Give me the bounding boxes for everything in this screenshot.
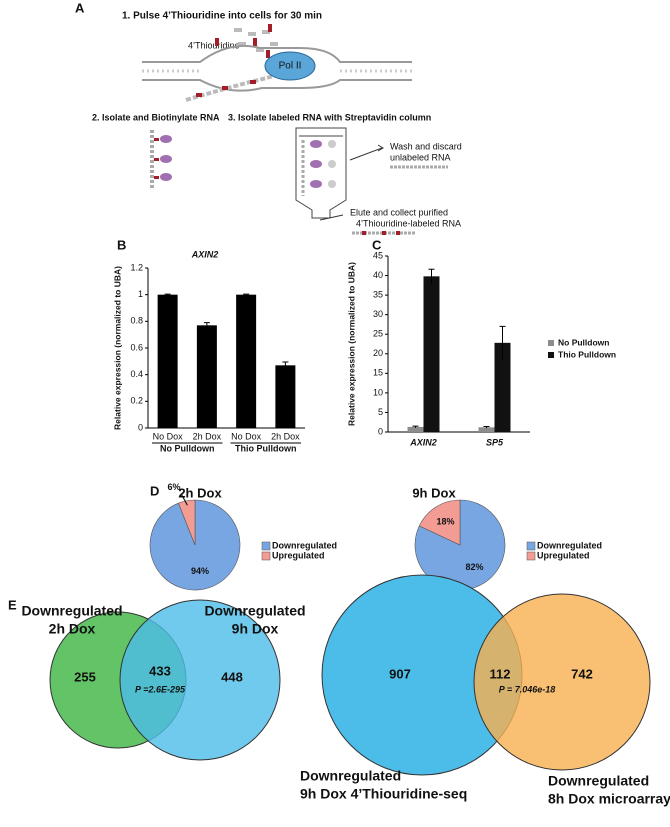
bar [423,276,440,432]
bar [236,294,257,428]
legend-swatch [548,352,554,358]
bar [157,294,178,428]
panel-label: A [75,0,85,15]
venn-circle [119,599,281,761]
set-label: 9h Dox [232,621,279,637]
y-tick-label: 10 [373,387,383,397]
step-text: 2. Isolate and Biotinylate RNA [92,112,220,122]
bar [478,427,495,432]
y-tick-label: 0.4 [130,369,143,379]
venn-count: 907 [389,666,411,681]
error-bar [483,426,490,429]
label: Elute and collect purified [350,207,448,217]
y-tick-label: 30 [373,309,383,319]
legend-label: No Pulldown [558,337,609,347]
legend-swatch [526,551,536,561]
y-axis-label: Relative expression (normalized to UBA) [346,262,356,426]
y-tick-label: 35 [373,289,383,299]
error-bar [243,293,250,296]
x-tick-label: No Dox [231,431,262,441]
legend-label: Downregulated [272,540,337,550]
bar [196,325,217,428]
y-tick-label: 0.2 [130,396,143,406]
set-label: Downregulated [21,603,122,619]
chart-title: 2h Dox [178,485,222,500]
panel-label: B [117,237,126,252]
y-tick-label: 40 [373,270,383,280]
set-label: Downregulated [548,773,649,789]
venn-count: 742 [571,666,593,681]
pie-slice [418,499,461,546]
group-label: Thio Pulldown [235,443,297,453]
leader-line [180,493,188,506]
legend-label: Upregulated [272,550,325,560]
step-text: 3. Isolate labeled RNA with Streptavidin… [228,112,431,122]
legend-label: Upregulated [537,550,590,560]
step-text: 1. Pulse 4’Thiouridine into cells for 30… [122,11,322,22]
data-label: 94% [191,566,209,576]
bar [275,365,296,428]
label: 4’Thiouridine-labeled RNA [356,218,461,228]
error-bar [412,425,419,428]
y-tick-label: 25 [373,329,383,339]
pie-slice [178,499,196,546]
x-tick-label: SP5 [486,437,504,447]
panel-label: E [8,597,17,612]
x-tick-label: 2h Dox [271,431,300,441]
set-label: Downregulated [300,768,401,784]
y-tick-label: 45 [373,250,383,260]
data-label: 6% [168,482,181,492]
panel-label: C [372,237,382,252]
legend-swatch [526,541,536,551]
y-tick-label: 15 [373,368,383,378]
label: Wash and discard [390,141,462,151]
set-label: 8h Dox microarray [548,791,670,807]
p-value: P = 7.046e-18 [499,684,555,694]
y-tick-label: 0.6 [130,342,143,352]
error-bar [203,322,210,328]
y-tick-label: 20 [373,348,383,358]
legend-label: Thio Pulldown [558,349,616,359]
y-tick-label: 1.2 [130,262,143,272]
y-tick-label: 1 [138,289,143,299]
venn-count: 448 [221,669,243,684]
y-tick-label: 5 [378,407,383,417]
venn-count: 112 [490,666,511,681]
y-tick-label: 0 [378,426,383,436]
error-bar [499,325,506,360]
legend-label: Downregulated [537,540,602,550]
legend-swatch [261,541,271,551]
label: 4’Thiouridine [188,40,240,50]
error-bar [164,293,171,296]
p-value: P =2.6E-295 [135,684,186,694]
x-tick-label: No Dox [153,431,184,441]
y-tick-label: 0 [138,422,143,432]
venn-count: 433 [149,663,171,678]
legend-swatch [548,340,554,346]
diagram: 1. Pulse 4’Thiouridine into cells for 30… [92,11,462,235]
venn-circle [473,593,651,771]
data-label: 82% [465,562,483,572]
set-label: 2h Dox [49,621,96,637]
x-tick-label: AXIN2 [409,437,437,447]
error-bar [282,361,289,369]
venn-count: 255 [74,669,96,684]
x-tick-label: 2h Dox [193,431,222,441]
panel-label: D [150,483,159,498]
group-label: No Pulldown [160,443,215,453]
set-label: Downregulated [204,603,305,619]
error-bar [428,268,435,284]
y-axis-label: Relative expression (normalized to UBA) [112,266,122,430]
set-label: 9h Dox 4’Thiouridine-seq [300,786,467,802]
label: Pol II [279,61,302,72]
chart-title: 9h Dox [412,485,456,500]
legend-swatch [261,551,271,561]
label: unlabeled RNA [390,152,451,162]
bar [494,342,511,432]
bar [407,426,424,432]
chart-title: AXIN2 [191,249,219,259]
data-label: 18% [437,517,455,527]
y-tick-label: 0.8 [130,316,143,326]
